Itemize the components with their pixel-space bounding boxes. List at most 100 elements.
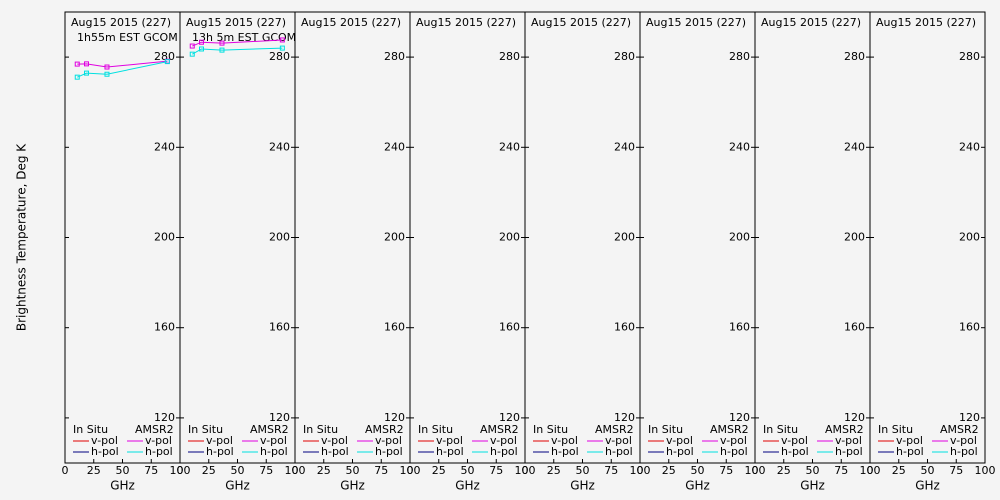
y-tick-label: 120 (614, 411, 635, 424)
x-tick-label: 25 (317, 464, 331, 477)
x-tick-label: 75 (834, 464, 848, 477)
legend-label: h-pol (666, 445, 694, 458)
x-tick-label: 0 (177, 464, 184, 477)
x-tick-label: 50 (461, 464, 475, 477)
legend-label: v-pol (781, 434, 808, 447)
series-line (192, 39, 283, 47)
panel-title: Aug15 2015 (227) (876, 16, 976, 29)
y-tick-label: 280 (384, 50, 405, 63)
y-tick-label: 200 (154, 231, 175, 244)
x-tick-label: 50 (576, 464, 590, 477)
legend-label: v-pol (835, 434, 862, 447)
x-tick-label: 25 (777, 464, 791, 477)
x-axis-label: GHz (685, 479, 710, 493)
point-marker (199, 39, 205, 45)
x-tick-label: 75 (489, 464, 503, 477)
x-tick-label: 25 (87, 464, 101, 477)
legend-label: v-pol (436, 434, 463, 447)
legend-header: AMSR2 (135, 423, 174, 436)
panel-title: Aug15 2015 (227) (416, 16, 516, 29)
point-marker (104, 64, 110, 70)
legend-header: AMSR2 (940, 423, 979, 436)
legend-header: AMSR2 (825, 423, 864, 436)
x-tick-label: 100 (170, 464, 191, 477)
y-tick-label: 280 (614, 50, 635, 63)
y-tick-label: 240 (729, 140, 750, 153)
x-tick-label: 25 (202, 464, 216, 477)
legend-label: v-pol (490, 434, 517, 447)
y-tick-label: 240 (614, 140, 635, 153)
legend-label: h-pol (490, 445, 518, 458)
x-tick-label: 0 (522, 464, 529, 477)
legend-label: v-pol (321, 434, 348, 447)
legend-label: v-pol (551, 434, 578, 447)
panel-subtitle: 1h55m EST GCOM (77, 31, 178, 44)
y-tick-label: 240 (499, 140, 520, 153)
legend-header: AMSR2 (595, 423, 634, 436)
y-tick-label: 240 (844, 140, 865, 153)
point-marker (74, 74, 80, 80)
y-tick-label: 160 (844, 321, 865, 334)
legend-label: h-pol (720, 445, 748, 458)
x-axis-label: GHz (455, 479, 480, 493)
point-marker (74, 61, 80, 67)
point-marker (84, 70, 90, 76)
y-tick-label: 280 (959, 50, 980, 63)
x-axis-label: GHz (340, 479, 365, 493)
legend-label: h-pol (321, 445, 349, 458)
panel-title: Aug15 2015 (227) (531, 16, 631, 29)
x-tick-label: 100 (630, 464, 651, 477)
x-axis-label: GHz (800, 479, 825, 493)
y-tick-label: 240 (959, 140, 980, 153)
y-tick-label: 160 (959, 321, 980, 334)
legend-label: v-pol (260, 434, 287, 447)
legend-label: v-pol (145, 434, 172, 447)
legend-header: AMSR2 (480, 423, 519, 436)
legend-header: In Situ (418, 423, 453, 436)
legend-label: h-pol (145, 445, 173, 458)
legend-label: v-pol (605, 434, 632, 447)
x-axis-label: GHz (110, 479, 135, 493)
x-axis-label: GHz (225, 479, 250, 493)
x-tick-label: 50 (346, 464, 360, 477)
x-tick-label: 100 (515, 464, 536, 477)
y-tick-label: 160 (499, 321, 520, 334)
y-tick-label: 200 (959, 231, 980, 244)
point-marker (219, 47, 225, 53)
x-tick-label: 50 (116, 464, 130, 477)
x-axis-label: GHz (915, 479, 940, 493)
legend-label: h-pol (835, 445, 863, 458)
x-tick-label: 100 (285, 464, 306, 477)
legend-header: In Situ (188, 423, 223, 436)
y-tick-label: 120 (729, 411, 750, 424)
panel-title: Aug15 2015 (227) (646, 16, 746, 29)
x-tick-label: 0 (62, 464, 69, 477)
x-tick-label: 75 (604, 464, 618, 477)
y-tick-label: 160 (614, 321, 635, 334)
x-tick-label: 25 (662, 464, 676, 477)
legend-header: In Situ (648, 423, 683, 436)
legend-label: v-pol (896, 434, 923, 447)
legend-header: In Situ (303, 423, 338, 436)
y-tick-label: 240 (154, 140, 175, 153)
y-tick-label: 160 (384, 321, 405, 334)
x-tick-label: 50 (691, 464, 705, 477)
series-line (77, 61, 168, 78)
y-tick-label: 200 (614, 231, 635, 244)
x-tick-label: 0 (867, 464, 874, 477)
legend-label: h-pol (206, 445, 234, 458)
legend-label: v-pol (666, 434, 693, 447)
y-tick-label: 200 (269, 231, 290, 244)
x-tick-label: 25 (892, 464, 906, 477)
panel-title: Aug15 2015 (227) (71, 16, 171, 29)
y-tick-label: 200 (844, 231, 865, 244)
legend-header: In Situ (763, 423, 798, 436)
legend-header: In Situ (878, 423, 913, 436)
y-tick-label: 120 (959, 411, 980, 424)
point-marker (279, 45, 285, 51)
x-tick-label: 50 (231, 464, 245, 477)
x-axis-label: GHz (570, 479, 595, 493)
point-marker (164, 59, 170, 65)
legend-header: AMSR2 (710, 423, 749, 436)
